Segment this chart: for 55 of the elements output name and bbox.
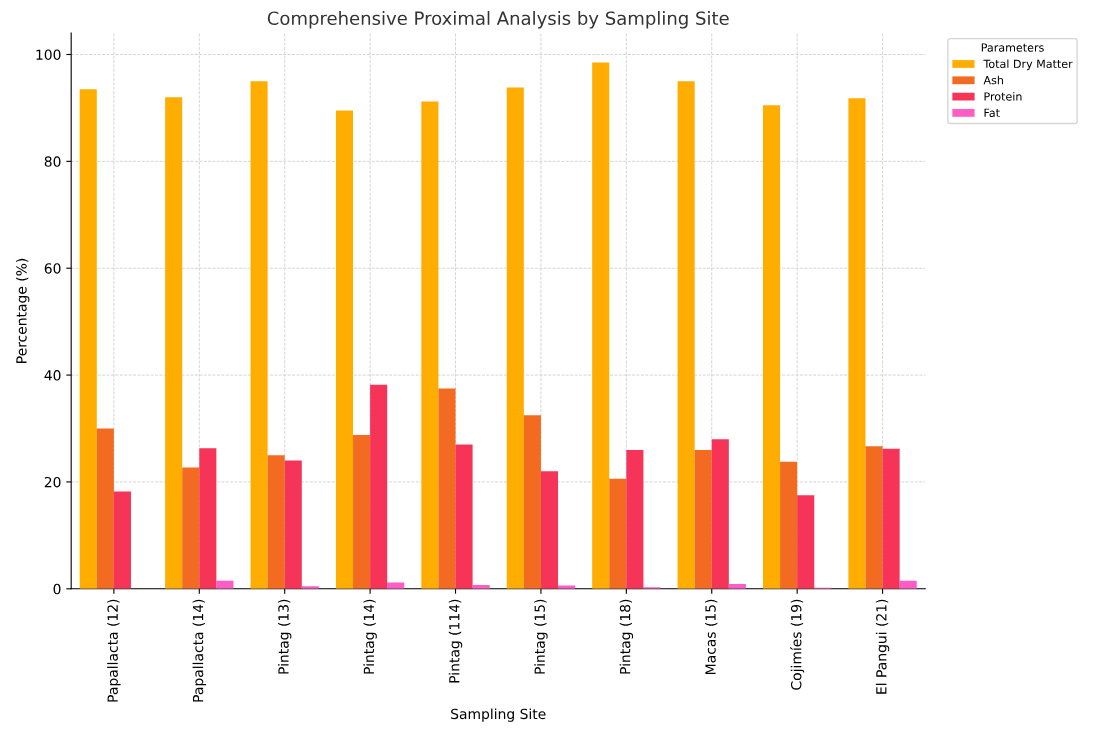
y-tick-label: 80 xyxy=(44,156,61,167)
x-tick-label: Pintag (114) xyxy=(448,599,463,683)
bar xyxy=(113,491,131,589)
y-axis-title: Percentage (%) xyxy=(15,258,30,363)
bar xyxy=(694,449,712,589)
x-tick-label: Pintag (15) xyxy=(534,599,548,674)
bar xyxy=(79,89,97,589)
bar xyxy=(96,428,114,589)
bar xyxy=(438,388,456,589)
bar xyxy=(711,439,729,589)
bar xyxy=(199,448,217,589)
bar xyxy=(609,478,627,589)
bar xyxy=(780,461,798,589)
x-tick-label: Papallacta (14) xyxy=(192,599,207,702)
legend-label: Fat xyxy=(984,108,1000,117)
bar xyxy=(540,471,559,589)
bar xyxy=(592,62,610,589)
legend-label: Ash xyxy=(983,75,1003,85)
bar xyxy=(626,449,644,589)
legend-label: Total Dry Matter xyxy=(983,59,1073,71)
chart-title: Comprehensive Proximal Analysis by Sampling Site xyxy=(267,11,729,29)
bar xyxy=(250,81,268,589)
bar xyxy=(421,101,439,589)
bar xyxy=(182,467,200,589)
bar xyxy=(335,110,354,589)
bar xyxy=(370,384,388,589)
bar xyxy=(865,446,883,589)
bar xyxy=(523,415,541,589)
legend-label: Protein xyxy=(984,92,1022,101)
bar xyxy=(165,97,183,589)
legend-title: Parameters xyxy=(981,43,1044,52)
x-axis-title: Sampling Site xyxy=(451,708,546,722)
x-tick-label: Cojimíes (19) xyxy=(790,599,805,690)
y-tick-label: 20 xyxy=(44,476,61,488)
bar xyxy=(267,455,285,589)
bar xyxy=(797,495,815,589)
x-tick-label: El Pangui (21) xyxy=(875,599,890,694)
y-tick-label: 60 xyxy=(44,263,61,274)
y-tick-label: 40 xyxy=(44,370,61,381)
bar xyxy=(455,444,473,589)
bar xyxy=(387,582,405,589)
y-tick-label: 100 xyxy=(36,49,61,60)
y-tick-label: 0 xyxy=(53,583,61,595)
bar xyxy=(506,87,524,589)
bar xyxy=(284,460,302,589)
x-tick-label: Papallacta (12) xyxy=(107,599,121,702)
x-tick-label: Pintag (14) xyxy=(363,599,377,674)
bar xyxy=(677,81,695,589)
bar xyxy=(353,434,371,589)
x-tick-label: Macas (15) xyxy=(705,599,718,674)
bar xyxy=(763,105,781,589)
x-tick-label: Pintag (18) xyxy=(619,599,634,674)
x-tick-label: Pintag (13) xyxy=(277,599,292,674)
bar xyxy=(882,448,900,589)
bar xyxy=(848,98,866,589)
